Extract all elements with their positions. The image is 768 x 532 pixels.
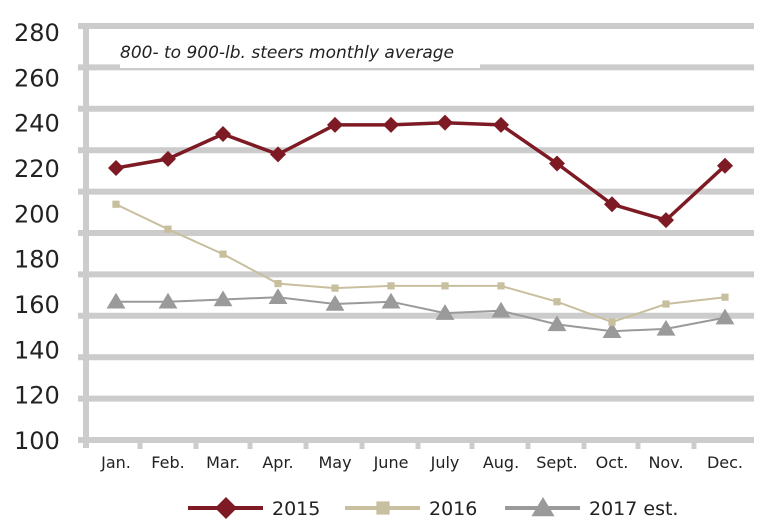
legend-label: 2017 est. [589, 498, 678, 520]
series-line [116, 296, 726, 333]
data-point [547, 315, 567, 332]
y-tick-label: 220 [14, 155, 60, 183]
y-tick-label: 280 [14, 19, 60, 47]
series-line [115, 120, 727, 223]
x-tick-label: Nov. [648, 453, 683, 472]
y-tick-label: 180 [14, 246, 60, 274]
data-point [106, 292, 126, 309]
data-point [383, 116, 399, 133]
legend-marker [376, 501, 390, 515]
y-tick-label: 120 [14, 382, 60, 410]
x-tick-label: July [430, 453, 460, 472]
series-line [115, 203, 726, 324]
data-point [658, 212, 674, 229]
data-point [215, 126, 231, 142]
series-2015 [108, 114, 733, 229]
series-2016 [112, 200, 729, 326]
data-point [549, 155, 565, 172]
title-background [120, 38, 480, 68]
data-point [112, 200, 120, 208]
legend: 2015 2016 2017 est. [188, 497, 678, 520]
data-point [213, 290, 233, 307]
chart-title: 800- to 900-lb. steers monthly average [120, 43, 454, 63]
data-point [717, 157, 733, 174]
legend-marker [215, 497, 237, 519]
x-tick-label: May [318, 453, 351, 472]
data-point [164, 225, 172, 233]
data-point [331, 284, 339, 292]
data-point [656, 319, 676, 336]
series-2017-est- [106, 288, 735, 338]
y-tick-label: 200 [14, 200, 60, 228]
data-point [441, 282, 449, 290]
data-point [435, 304, 455, 320]
legend-marker [531, 497, 555, 517]
y-tick-label: 100 [14, 427, 60, 455]
data-point [608, 318, 616, 326]
y-axis-ticks: 100 120 140 160 180 200 220 240 260 280 [14, 19, 60, 455]
data-point [491, 301, 511, 318]
series-group [106, 114, 735, 338]
y-tick-label: 160 [14, 291, 60, 319]
x-tick-label: Mar. [206, 453, 240, 472]
legend-item: 2015 [188, 497, 320, 520]
data-point [721, 293, 729, 301]
data-point [604, 196, 620, 213]
x-tick-label: Feb. [151, 453, 184, 472]
legend-item: 2017 est. [505, 497, 678, 520]
legend-item: 2016 [345, 498, 477, 520]
x-tick-label: Sept. [536, 453, 578, 472]
data-point [602, 322, 622, 338]
data-point [381, 292, 401, 309]
y-tick-label: 140 [14, 336, 60, 364]
x-tick-label: Jan. [100, 453, 131, 472]
data-point [662, 300, 670, 308]
data-point [497, 282, 505, 290]
x-tick-label: Apr. [262, 453, 293, 472]
data-point [325, 295, 345, 311]
x-tick-label: Aug. [483, 453, 519, 472]
data-point [270, 146, 286, 163]
data-point [493, 116, 509, 133]
data-point [219, 250, 227, 258]
legend-label: 2015 [272, 498, 320, 520]
data-point [437, 114, 453, 131]
y-tick-label: 240 [14, 110, 60, 138]
data-point [158, 292, 178, 309]
data-point [327, 116, 343, 133]
gridlines [78, 23, 754, 449]
y-tick-label: 260 [14, 64, 60, 92]
data-point [387, 282, 395, 290]
x-axis-ticks: Jan. Feb. Mar. Apr. May June July Aug. Sept. Oct.… [100, 453, 743, 472]
x-tick-label: Dec. [707, 453, 743, 472]
legend-label: 2016 [429, 498, 477, 520]
data-point [108, 160, 124, 176]
data-point [268, 288, 288, 304]
data-point [160, 150, 176, 167]
x-tick-label: June [373, 453, 409, 472]
data-point [715, 308, 735, 325]
x-tick-label: Oct. [596, 453, 629, 472]
data-point [553, 298, 561, 306]
data-point [274, 280, 282, 288]
